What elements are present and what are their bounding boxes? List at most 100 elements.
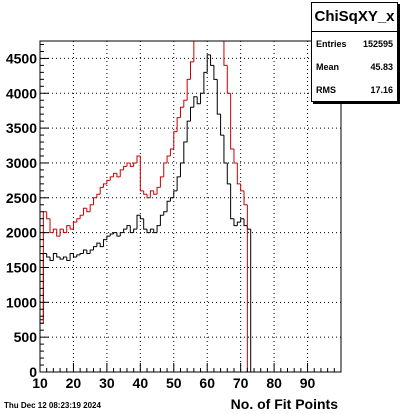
histogram-bin bbox=[226, 65, 231, 94]
histogram-bin bbox=[99, 243, 104, 248]
histogram-bin bbox=[69, 225, 74, 230]
histogram-bin bbox=[52, 228, 57, 233]
histogram-bin bbox=[79, 253, 84, 255]
histogram-bin bbox=[129, 162, 134, 167]
histogram-bin bbox=[149, 228, 154, 233]
stats-row-entries: Entries 152595 bbox=[312, 32, 397, 55]
stats-title: ChiSqXY_x bbox=[312, 3, 397, 32]
histogram-bin bbox=[200, 92, 204, 104]
histogram-bin bbox=[93, 246, 97, 251]
histogram-bin bbox=[79, 214, 84, 219]
x-tick-label: 50 bbox=[166, 375, 182, 391]
plot-frame bbox=[39, 40, 342, 373]
histogram-bin bbox=[223, 135, 228, 164]
histogram-bin bbox=[246, 225, 251, 230]
y-tick-label: 3500 bbox=[6, 120, 37, 136]
histogram-bin bbox=[66, 225, 71, 233]
stats-label: Entries bbox=[316, 39, 347, 49]
histogram-bin bbox=[96, 193, 101, 198]
histogram-bin bbox=[179, 106, 184, 118]
histogram-bin bbox=[82, 207, 87, 216]
grid-lines bbox=[39, 41, 341, 372]
histogram-bin bbox=[62, 256, 67, 260]
histogram-bin bbox=[243, 218, 248, 227]
histogram-bin bbox=[133, 162, 137, 167]
histogram-bin bbox=[123, 228, 127, 233]
histogram-bin bbox=[72, 253, 77, 258]
x-tick-label: 60 bbox=[199, 375, 215, 391]
histogram-bin bbox=[156, 225, 161, 233]
histogram-bin bbox=[223, 41, 228, 66]
series-1 bbox=[40, 54, 252, 372]
histogram-bin bbox=[40, 319, 44, 372]
histogram-bin bbox=[62, 229, 67, 234]
histogram-bin bbox=[139, 155, 144, 192]
histogram-bin bbox=[169, 148, 174, 156]
histogram-bin bbox=[173, 190, 178, 198]
histogram-bin bbox=[113, 232, 117, 235]
histogram-bin bbox=[186, 78, 191, 101]
histogram-bin bbox=[103, 183, 107, 188]
x-tick-label: 70 bbox=[233, 375, 249, 391]
histogram-bin bbox=[93, 197, 97, 205]
histogram-bin bbox=[166, 155, 171, 163]
x-axis-title: No. of Fit Points bbox=[230, 396, 338, 412]
stats-box: ChiSqXY_x Entries 152595 Mean 45.83 RMS … bbox=[311, 2, 398, 102]
x-tick-label: 20 bbox=[66, 375, 82, 391]
histogram-bin bbox=[190, 106, 194, 122]
histogram-bin bbox=[59, 257, 64, 260]
histogram-bin bbox=[163, 211, 168, 216]
y-tick-label: 1500 bbox=[6, 259, 37, 275]
histogram-bin bbox=[69, 253, 74, 261]
histogram-bin bbox=[230, 93, 234, 150]
histogram-bin bbox=[243, 190, 248, 206]
axes bbox=[39, 40, 342, 373]
histogram-bin bbox=[196, 96, 201, 105]
y-tick-label: 2000 bbox=[6, 225, 37, 241]
tick-marks bbox=[39, 43, 335, 373]
stats-value: 17.16 bbox=[370, 85, 393, 95]
histogram-bin bbox=[42, 253, 47, 320]
x-tick-label: 90 bbox=[300, 375, 316, 391]
stats-row-rms: RMS 17.16 bbox=[312, 78, 397, 101]
histogram-bin bbox=[56, 229, 61, 237]
histogram-bin bbox=[193, 96, 198, 108]
histogram-bin bbox=[173, 131, 178, 150]
histogram-bin bbox=[156, 186, 161, 195]
histogram-bin bbox=[99, 186, 104, 195]
histogram-bin bbox=[206, 54, 211, 73]
histogram-bin bbox=[163, 162, 168, 177]
histogram-bin bbox=[106, 235, 111, 240]
histogram-bin bbox=[226, 162, 231, 185]
y-tick-label: 4000 bbox=[6, 85, 37, 101]
histogram-bin bbox=[153, 229, 158, 234]
histogram-bin bbox=[86, 208, 91, 213]
histogram-bin bbox=[119, 169, 124, 177]
histogram-bin bbox=[166, 200, 171, 212]
histogram-bin bbox=[76, 254, 81, 258]
histogram-bin bbox=[246, 204, 251, 372]
x-tick-label: 30 bbox=[99, 375, 115, 391]
histogram-bin bbox=[133, 228, 137, 233]
y-tick-label: 500 bbox=[14, 329, 38, 345]
x-tick-label: 80 bbox=[266, 375, 282, 391]
stats-label: RMS bbox=[316, 85, 336, 95]
histogram-bin bbox=[146, 229, 151, 234]
histogram-bin bbox=[109, 233, 114, 237]
histogram-bin bbox=[203, 71, 208, 94]
y-tick-label: 3000 bbox=[6, 155, 37, 171]
histogram-bin bbox=[49, 257, 54, 262]
histogram-bin bbox=[56, 253, 61, 258]
histogram-bin bbox=[233, 149, 238, 164]
histogram-bin bbox=[46, 253, 51, 258]
histogram-bin bbox=[146, 194, 151, 199]
histogram-bin bbox=[49, 218, 54, 234]
histogram-bin bbox=[240, 218, 245, 223]
histogram-bin bbox=[119, 232, 124, 237]
histogram-bin bbox=[116, 232, 121, 237]
histogram-bin bbox=[186, 120, 191, 143]
histogram-bin bbox=[136, 214, 141, 230]
histogram-bin bbox=[169, 197, 174, 202]
tick-labels: 10 20 30 40 50 60 70 80 90 0 500 1000 1500 2000 2500 30… bbox=[6, 50, 316, 391]
histogram-bin bbox=[176, 176, 181, 191]
